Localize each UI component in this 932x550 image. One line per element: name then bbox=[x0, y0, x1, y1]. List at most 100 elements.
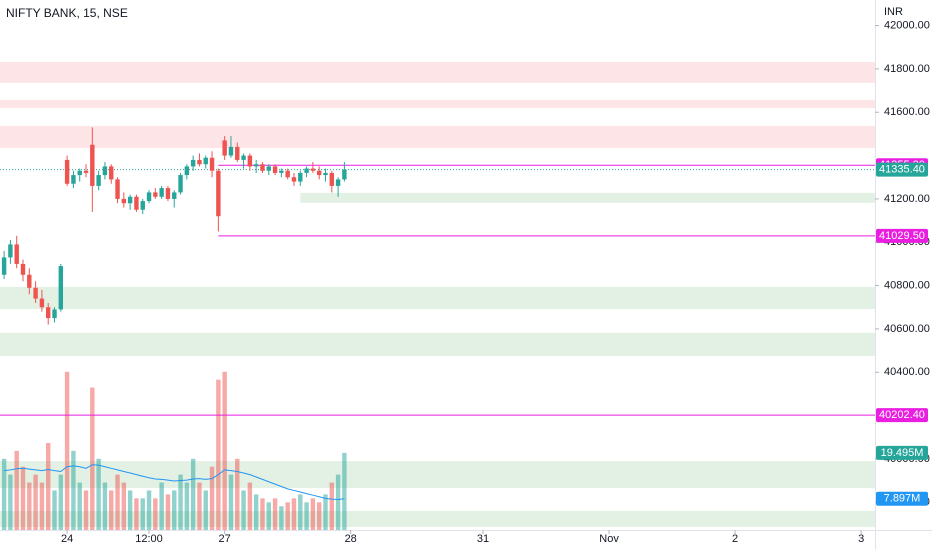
candle-body bbox=[134, 196, 139, 210]
volume-bar bbox=[134, 498, 139, 530]
candle-body bbox=[197, 159, 202, 165]
x-tick-label: 28 bbox=[345, 533, 357, 545]
level-tag: 40202.40 bbox=[879, 409, 925, 421]
volume-bar bbox=[266, 502, 271, 530]
volume-bar bbox=[197, 482, 202, 530]
volume-bar bbox=[241, 490, 246, 530]
volume-bar bbox=[96, 458, 101, 530]
y-tick-label: 41600.00 bbox=[884, 106, 930, 118]
candle-body bbox=[71, 175, 76, 184]
level-tag: 41029.50 bbox=[879, 230, 925, 242]
volume-bar bbox=[285, 502, 290, 530]
candle-body bbox=[165, 188, 171, 199]
last-price-tag-box bbox=[876, 162, 928, 177]
candle-body bbox=[203, 157, 208, 165]
volume-tag: 19.495M bbox=[881, 447, 924, 459]
candle-body bbox=[228, 146, 234, 156]
candle-body bbox=[46, 307, 51, 319]
candle-body bbox=[102, 166, 108, 176]
volume-bar bbox=[335, 474, 341, 530]
candle-body bbox=[266, 166, 271, 171]
candle-body bbox=[96, 175, 101, 186]
volume-bar bbox=[20, 466, 26, 530]
volume-bar bbox=[316, 502, 322, 530]
level-tag-box bbox=[876, 408, 928, 423]
candle-body bbox=[279, 170, 284, 173]
volume-bar bbox=[140, 498, 145, 530]
volume-bar bbox=[228, 474, 234, 530]
zone bbox=[300, 192, 876, 203]
volume-bar bbox=[304, 502, 309, 530]
candle-body bbox=[222, 140, 227, 156]
candle-body bbox=[1, 257, 7, 275]
candle-body bbox=[260, 164, 265, 171]
y-tick-label: 41200.00 bbox=[884, 193, 930, 205]
y-tick-label: 40800.00 bbox=[884, 279, 930, 291]
volume-bar bbox=[115, 474, 120, 530]
candle-body bbox=[33, 287, 38, 299]
volume-bar bbox=[209, 466, 215, 530]
candle-body bbox=[190, 159, 196, 167]
volume-bar bbox=[90, 387, 95, 530]
y-tick-label: 40600.00 bbox=[884, 323, 930, 335]
candle-body bbox=[316, 170, 322, 176]
zone bbox=[0, 461, 875, 488]
volume-bar bbox=[27, 482, 32, 530]
volume-bar bbox=[298, 494, 303, 530]
zone bbox=[0, 99, 875, 108]
volume-bar bbox=[146, 490, 152, 530]
candle-body bbox=[235, 146, 240, 160]
candle-body bbox=[127, 196, 133, 204]
volume-bar bbox=[235, 458, 240, 530]
volume-bar bbox=[14, 450, 19, 530]
candle-body bbox=[310, 168, 316, 171]
volume-bar bbox=[184, 482, 190, 530]
candle-body bbox=[64, 159, 70, 184]
volume-bar bbox=[52, 490, 57, 530]
candle-body bbox=[115, 179, 120, 199]
volume-ma-tag-box bbox=[876, 491, 928, 506]
volume-bar bbox=[260, 498, 265, 530]
candle-body bbox=[159, 188, 164, 197]
candle-body bbox=[20, 263, 26, 275]
candle-body bbox=[342, 169, 347, 180]
candle-body bbox=[8, 244, 13, 258]
candle-body bbox=[27, 274, 32, 288]
candle-body bbox=[121, 198, 127, 204]
candle-body bbox=[52, 309, 57, 319]
volume-bar bbox=[39, 482, 45, 530]
volume-ma-tag: 7.897M bbox=[884, 493, 921, 505]
candle-body bbox=[83, 170, 89, 173]
level-tag-box bbox=[876, 228, 928, 243]
candle-body bbox=[178, 175, 183, 193]
volume-bar bbox=[247, 482, 253, 530]
x-tick-label: 12:00 bbox=[135, 533, 163, 545]
volume-bar bbox=[1, 458, 7, 530]
candle-body bbox=[247, 155, 253, 167]
volume-bar bbox=[58, 474, 64, 530]
candle-body bbox=[216, 170, 221, 217]
volume-bar bbox=[77, 482, 82, 530]
last-price-tag: 41335.40 bbox=[879, 163, 925, 175]
volume-bar bbox=[121, 482, 127, 530]
y-tick-label: 42000.00 bbox=[884, 19, 930, 31]
candle-body bbox=[291, 177, 297, 182]
volume-ma-line bbox=[4, 464, 345, 501]
volume-bar bbox=[329, 482, 334, 530]
zone bbox=[0, 125, 875, 148]
candle-body bbox=[272, 166, 278, 173]
candle-body bbox=[329, 172, 334, 186]
volume-bar bbox=[102, 482, 108, 530]
chart-title: NIFTY BANK, 15, NSE bbox=[6, 6, 128, 20]
volume-bar bbox=[64, 371, 70, 530]
x-tick-label: 24 bbox=[61, 533, 73, 545]
candle-body bbox=[77, 170, 82, 176]
volume-bar bbox=[153, 498, 158, 530]
x-tick-label: 31 bbox=[477, 533, 489, 545]
volume-bar bbox=[253, 494, 259, 530]
volume-tag-box bbox=[876, 445, 928, 460]
volume-bar bbox=[272, 498, 278, 530]
zone bbox=[0, 61, 875, 83]
volume-bar bbox=[291, 498, 297, 530]
